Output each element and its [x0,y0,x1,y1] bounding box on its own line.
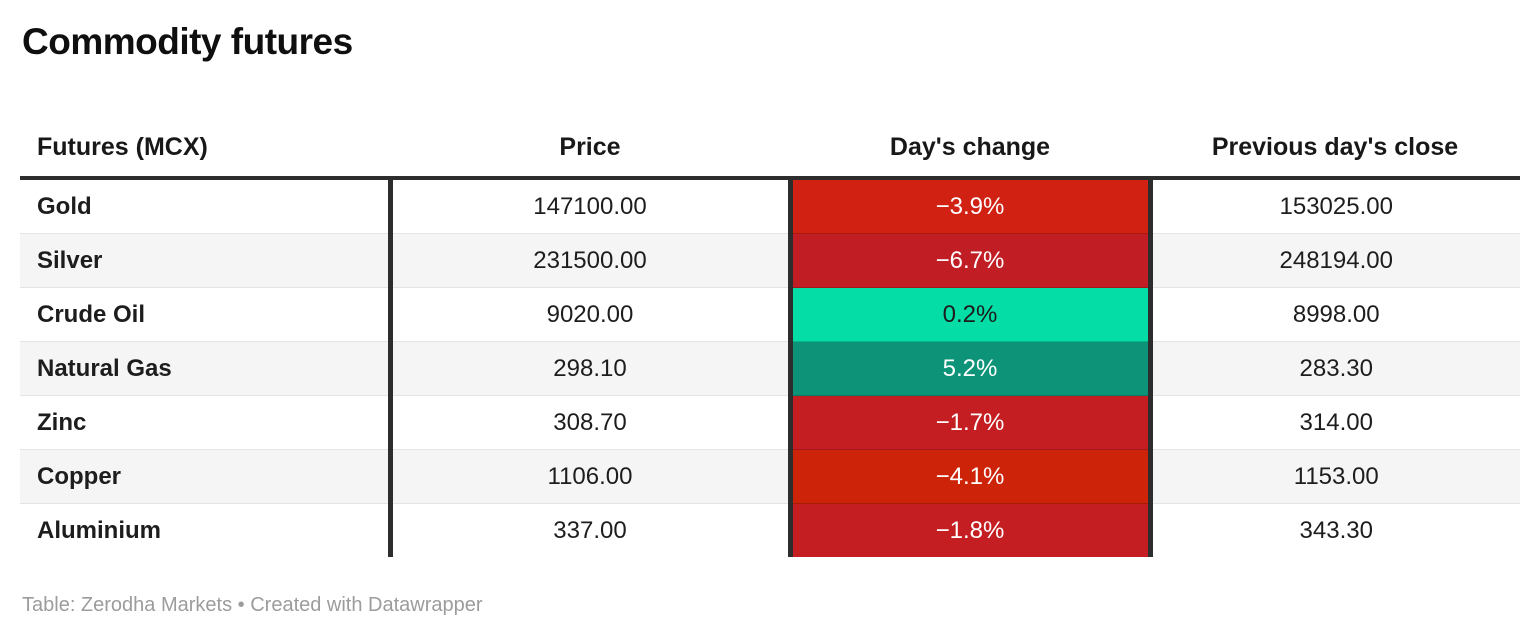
cell-name: Zinc [20,395,393,450]
cell-days-change: −6.7% [787,233,1153,288]
cell-price: 308.70 [390,395,790,450]
column-header-previous-close: Previous day's close [1150,118,1520,180]
column-header-futures: Futures (MCX) [20,118,390,180]
cell-name: Gold [20,178,393,234]
cell-price: 298.10 [390,341,790,396]
cell-days-change: 5.2% [787,341,1153,396]
table-row-copper: Copper 1106.00 −4.1% 1153.00 [20,449,1520,504]
table-row-zinc: Zinc 308.70 −1.7% 314.00 [20,395,1520,450]
table-row-gold: Gold 147100.00 −3.9% 153025.00 [20,178,1520,234]
commodity-futures-page: Commodity futures Futures (MCX) Price Da… [0,18,1540,644]
cell-price: 231500.00 [390,233,790,288]
commodity-futures-table: Futures (MCX) Price Day's change Previou… [20,118,1520,557]
page-title: Commodity futures [22,21,353,62]
cell-days-change: −1.7% [787,395,1153,450]
cell-days-change: −4.1% [787,449,1153,504]
column-header-days-change: Day's change [790,118,1150,180]
cell-prev-close: 248194.00 [1150,233,1520,288]
cell-prev-close: 283.30 [1150,341,1520,396]
cell-prev-close: 8998.00 [1150,287,1520,342]
table-row-natural-gas: Natural Gas 298.10 5.2% 283.30 [20,341,1520,396]
cell-days-change: 0.2% [787,287,1153,342]
cell-days-change: −3.9% [787,178,1153,234]
header-row: Futures (MCX) Price Day's change Previou… [20,118,1520,180]
cell-name: Silver [20,233,393,288]
cell-name: Aluminium [20,503,393,557]
cell-price: 147100.00 [533,192,647,220]
cell-prev-close: 343.30 [1150,503,1520,557]
table-row-silver: Silver 231500.00 −6.7% 248194.00 [20,233,1520,288]
table-row-aluminium: Aluminium 337.00 −1.8% 343.30 [20,503,1520,557]
column-header-price: Price [390,118,790,180]
cell-name: Copper [20,449,393,504]
attribution-line: Table: Zerodha Markets • Created with Da… [22,594,483,616]
cell-name: Natural Gas [20,341,393,396]
cell-price: 9020.00 [390,287,790,342]
cell-price: 1106.00 [390,449,790,504]
cell-prev-close: 1153.00 [1150,449,1520,504]
cell-name: Crude Oil [20,287,393,342]
cell-days-change: −1.8% [787,503,1153,557]
cell-prev-close: 153025.00 [1279,192,1393,220]
cell-prev-close: 314.00 [1150,395,1520,450]
table-row-crude-oil: Crude Oil 9020.00 0.2% 8998.00 [20,287,1520,342]
cell-price: 337.00 [390,503,790,557]
